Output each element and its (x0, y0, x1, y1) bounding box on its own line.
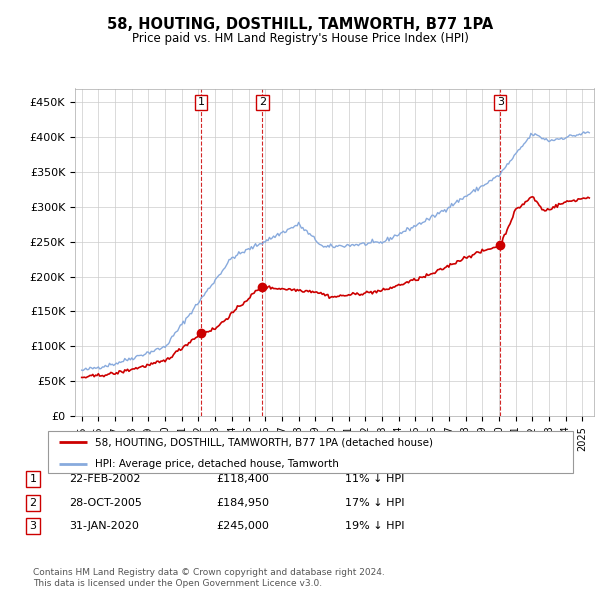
Text: 28-OCT-2005: 28-OCT-2005 (69, 498, 142, 507)
Text: 58, HOUTING, DOSTHILL, TAMWORTH, B77 1PA: 58, HOUTING, DOSTHILL, TAMWORTH, B77 1PA (107, 17, 493, 31)
FancyBboxPatch shape (48, 431, 573, 473)
Text: 31-JAN-2020: 31-JAN-2020 (69, 522, 139, 531)
Text: 22-FEB-2002: 22-FEB-2002 (69, 474, 140, 484)
Text: 11% ↓ HPI: 11% ↓ HPI (345, 474, 404, 484)
Text: Price paid vs. HM Land Registry's House Price Index (HPI): Price paid vs. HM Land Registry's House … (131, 32, 469, 45)
Text: £245,000: £245,000 (216, 522, 269, 531)
Text: 3: 3 (497, 97, 504, 107)
Text: 19% ↓ HPI: 19% ↓ HPI (345, 522, 404, 531)
Text: 1: 1 (29, 474, 37, 484)
Text: 17% ↓ HPI: 17% ↓ HPI (345, 498, 404, 507)
Text: 2: 2 (259, 97, 266, 107)
Text: HPI: Average price, detached house, Tamworth: HPI: Average price, detached house, Tamw… (95, 459, 339, 469)
Text: 3: 3 (29, 522, 37, 531)
Text: 1: 1 (197, 97, 205, 107)
Text: 58, HOUTING, DOSTHILL, TAMWORTH, B77 1PA (detached house): 58, HOUTING, DOSTHILL, TAMWORTH, B77 1PA… (95, 437, 433, 447)
Text: £184,950: £184,950 (216, 498, 269, 507)
Text: 2: 2 (29, 498, 37, 507)
Text: Contains HM Land Registry data © Crown copyright and database right 2024.
This d: Contains HM Land Registry data © Crown c… (33, 568, 385, 588)
Text: £118,400: £118,400 (216, 474, 269, 484)
